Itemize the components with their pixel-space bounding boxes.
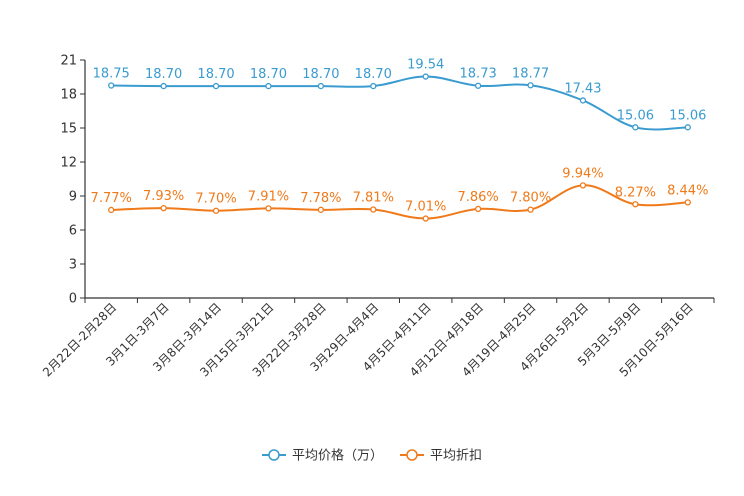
data-point[interactable] [422,215,429,222]
y-tick-label: 9 [69,190,77,205]
data-point[interactable] [527,206,534,213]
y-tick-label: 0 [69,292,77,307]
legend-marker-icon [406,449,418,461]
data-label: 7.80% [510,191,551,206]
data-label: 7.86% [457,190,498,205]
y-tick-label: 3 [69,258,77,273]
axes: 0369121518212月22日-2月28日3月1日-3月7日3月8日-3月1… [40,54,715,380]
data-point[interactable] [579,97,587,104]
data-point[interactable] [527,82,534,89]
data-label: 8.27% [615,185,656,200]
data-point[interactable] [108,206,115,214]
data-point[interactable] [684,199,691,206]
data-label: 18.70 [250,67,287,82]
series-line [111,184,688,220]
data-point[interactable] [422,73,429,80]
data-point[interactable] [370,206,377,213]
data-label: 7.01% [405,200,446,215]
data-point[interactable] [160,82,167,90]
data-point[interactable] [317,206,325,213]
data-point[interactable] [474,205,482,213]
y-tick-label: 21 [60,54,77,69]
series-1: 18.75 18.70 18.70 18.70 18.70 18.70 19.54 18.73… [93,58,706,131]
data-point[interactable] [370,82,377,90]
data-label: 7.91% [248,189,289,204]
data-label: 8.44% [667,183,708,198]
x-tick-label: 2月22日-2月28日 [40,300,119,379]
legend-label: 平均折扣 [430,449,482,464]
legend-label: 平均价格（万） [292,448,383,464]
data-label: 7.93% [143,189,184,204]
legend-item-2[interactable]: 平均折扣 [400,449,482,464]
data-point[interactable] [317,82,325,90]
data-label: 7.77% [91,191,132,206]
data-point[interactable] [632,201,639,208]
legend-marker-icon [268,449,280,461]
data-point[interactable] [265,82,272,90]
data-point[interactable] [212,207,220,214]
data-label: 18.77 [512,66,549,81]
series-2: 7.77% 7.93% 7.70% 7.91% 7.78% 7.81% 7.01% 7.86%… [91,166,708,222]
data-point[interactable] [632,124,639,131]
data-label: 18.70 [302,67,339,82]
y-tick-label: 18 [60,88,77,103]
data-label: 18.70 [145,67,182,82]
data-label: 7.78% [300,191,341,206]
data-point[interactable] [212,82,220,90]
data-label: 18.73 [460,67,497,82]
data-label: 18.70 [355,67,392,82]
data-label: 7.81% [353,190,394,205]
data-label: 17.43 [564,81,601,96]
legend[interactable]: 平均价格（万） 平均折扣 [262,448,482,464]
series-line [111,75,688,131]
data-label: 19.54 [407,58,444,73]
data-label: 18.70 [197,67,234,82]
data-point[interactable] [579,182,587,189]
data-point[interactable] [474,82,482,89]
data-point[interactable] [684,124,691,131]
data-label: 7.70% [195,192,236,207]
data-label: 18.75 [93,67,130,82]
y-tick-label: 12 [60,156,77,171]
data-label: 15.06 [617,108,654,123]
data-label: 9.94% [562,166,603,181]
data-point[interactable] [108,82,115,89]
legend-item-1[interactable]: 平均价格（万） [262,448,383,464]
y-tick-label: 6 [69,224,77,239]
y-tick-label: 15 [60,122,77,137]
data-point[interactable] [160,204,167,212]
data-point[interactable] [265,205,272,212]
series-layer: 18.75 18.70 18.70 18.70 18.70 18.70 19.54 18.73… [91,58,708,222]
data-label: 15.06 [669,108,706,123]
